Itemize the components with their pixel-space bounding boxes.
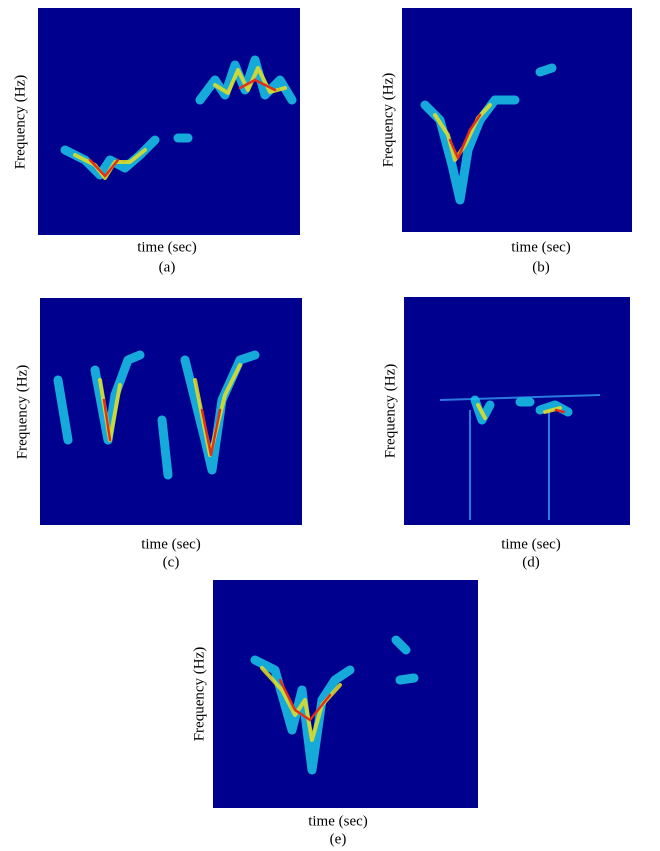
spectrogram-e [213, 580, 478, 808]
caption: (d) [522, 554, 540, 570]
caption: (b) [532, 259, 550, 275]
spectrogram-a [38, 8, 300, 235]
x-axis-label: time (sec) [141, 536, 201, 552]
x-axis-label: time (sec) [511, 239, 571, 255]
y-axis-label: Frequency (Hz) [14, 365, 30, 460]
x-axis-label: time (sec) [137, 239, 197, 255]
y-axis-label: Frequency (Hz) [380, 73, 396, 168]
caption: (e) [330, 831, 347, 847]
x-axis-label: time (sec) [308, 813, 368, 829]
y-axis-label: Frequency (Hz) [12, 75, 28, 170]
y-axis-label: Frequency (Hz) [382, 364, 398, 459]
spectrogram-d [404, 297, 630, 525]
spectrogram-b [402, 8, 632, 232]
caption: (a) [159, 259, 176, 275]
x-axis-label: time (sec) [501, 536, 561, 552]
caption: (c) [163, 554, 180, 570]
spectrogram-c [40, 298, 302, 525]
y-axis-label: Frequency (Hz) [191, 647, 207, 742]
